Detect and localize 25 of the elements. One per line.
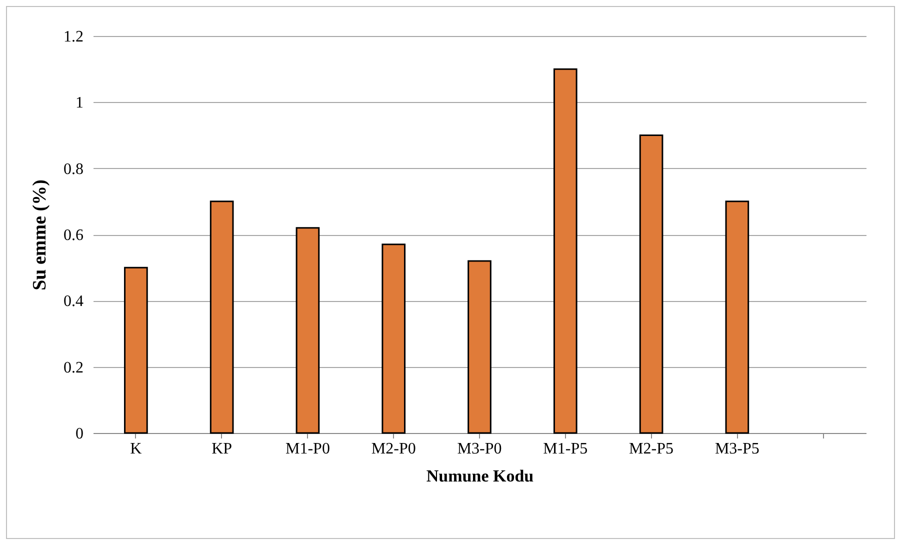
y-axis-title: Su emme (%) xyxy=(30,180,50,290)
y-tick-label: 0.2 xyxy=(64,359,84,376)
x-tick-label: M3-P0 xyxy=(457,440,502,458)
bar xyxy=(468,260,492,434)
x-tick-label: M2-P5 xyxy=(629,440,674,458)
x-tick-label: K xyxy=(130,440,142,458)
bar xyxy=(725,200,750,434)
bar xyxy=(639,134,664,434)
y-tick-label: 0.6 xyxy=(64,227,84,244)
x-tick-label: M1-P5 xyxy=(543,440,588,458)
x-tick-label: M3-P5 xyxy=(714,440,760,458)
x-tick-label: M2-P0 xyxy=(371,440,416,458)
x-axis-title: Numune Kodu xyxy=(426,466,534,486)
y-tick-label: 0.4 xyxy=(64,293,84,310)
y-tick-label: 0 xyxy=(76,426,84,442)
y-tick-label: 1 xyxy=(76,94,84,112)
bar xyxy=(124,266,148,434)
x-tick-label: KP xyxy=(212,440,232,458)
bar xyxy=(553,68,578,434)
y-tick-label: 1.2 xyxy=(64,28,84,46)
x-tick-label: M1-P0 xyxy=(285,440,330,458)
y-tick-label: 0.8 xyxy=(64,160,84,178)
bar xyxy=(296,227,320,434)
bar xyxy=(382,244,406,434)
bar xyxy=(210,200,234,434)
